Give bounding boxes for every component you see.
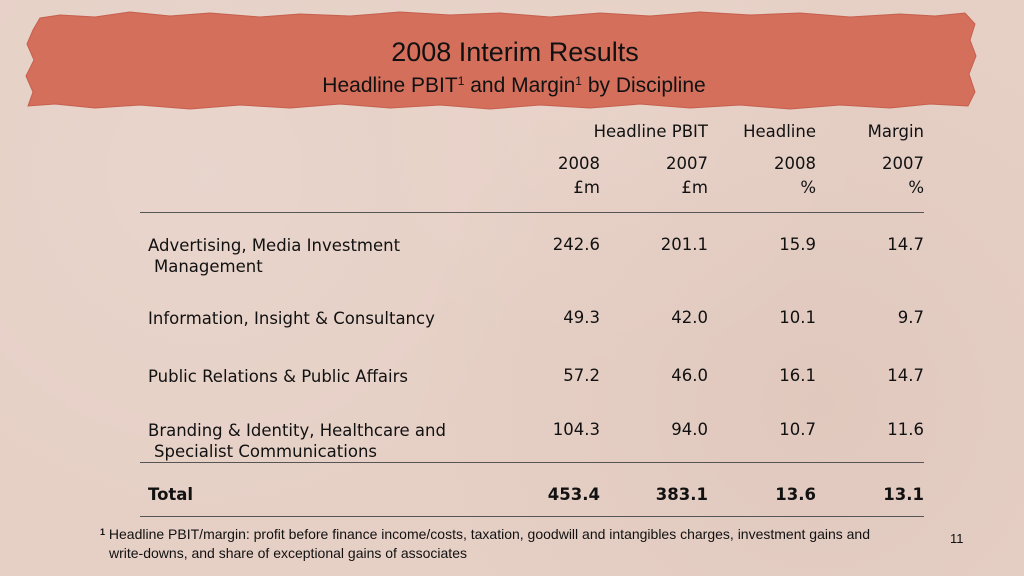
superscript-marker: 1 <box>457 74 465 88</box>
unit-header-row: £m £m % % <box>140 178 924 213</box>
label-line: Management <box>154 256 263 276</box>
value-cell: 10.7 <box>708 398 816 463</box>
year-header: 2007 <box>882 154 924 173</box>
value-cell: 14.7 <box>887 366 924 385</box>
value-cell: 242.6 <box>552 234 600 254</box>
discipline-label: Public Relations & Public Affairs <box>140 342 500 398</box>
page-number: 11 <box>950 531 964 546</box>
value-cell: 201.1 <box>660 234 708 254</box>
value-cell: 14.7 <box>887 234 924 254</box>
discipline-label: Information, Insight & Consultancy <box>140 286 500 342</box>
footnote-line: write-downs, and share of exceptional ga… <box>109 544 467 561</box>
column-group-header-row: Headline PBIT Headline Margin <box>140 112 924 150</box>
footnote-line: Headline PBIT/margin: profit before fina… <box>108 526 870 542</box>
total-row: Total 453.4 383.1 13.6 13.1 <box>140 462 924 517</box>
label-line: Specialist Communications <box>154 442 377 461</box>
value-cell: 49.3 <box>563 308 600 327</box>
footnote: 1 Headline PBIT/margin: profit before fi… <box>100 523 940 562</box>
table-row: Branding & Identity, Healthcare and Speci… <box>140 398 924 463</box>
subtitle-part: and Margin <box>464 74 576 97</box>
total-value-cell: 383.1 <box>600 462 708 517</box>
subtitle-part: by Discipline <box>581 74 706 97</box>
unit-header: £m <box>600 178 708 213</box>
year-header: 2007 <box>666 154 708 173</box>
group-header-margin-a: Headline <box>743 122 816 141</box>
label-line: Advertising, Media Investment <box>148 235 401 255</box>
superscript-marker: 1 <box>575 74 582 88</box>
group-header-margin-b: Margin <box>867 122 924 141</box>
value-cell: 11.6 <box>816 398 924 463</box>
label-line: Information, Insight & Consultancy <box>148 309 435 328</box>
unit-header: % <box>816 178 924 213</box>
results-table: Headline PBIT Headline Margin 2008 2007 … <box>140 112 924 517</box>
torn-paper-shape <box>25 11 977 110</box>
value-cell: 15.9 <box>779 234 816 254</box>
value-cell: 57.2 <box>563 366 600 385</box>
total-value-cell: 13.1 <box>816 462 924 517</box>
subtitle-part: Headline PBIT <box>322 74 458 97</box>
footnote-marker: 1 <box>100 527 106 537</box>
label-line: Public Relations & Public Affairs <box>148 367 409 386</box>
total-value-cell: 13.6 <box>708 462 816 517</box>
year-header-row: 2008 2007 2008 2007 <box>140 150 924 178</box>
value-cell: 42.0 <box>671 308 708 327</box>
total-label: Total <box>140 462 500 517</box>
table-row: Public Relations & Public Affairs 57.2 4… <box>140 342 924 398</box>
title-banner <box>25 11 977 110</box>
group-header-pbit: Headline PBIT <box>593 122 708 141</box>
title-block: 2008 Interim Results Headline PBIT1 and … <box>0 36 1024 99</box>
total-value-cell: 453.4 <box>500 462 600 517</box>
value-cell: 9.7 <box>897 308 924 327</box>
discipline-label: Branding & Identity, Healthcare and Speci… <box>140 398 500 463</box>
value-cell: 16.1 <box>779 366 816 385</box>
discipline-label: Advertising, Media Investment Management <box>140 212 500 286</box>
slide-subtitle: Headline PBIT1 and Margin1 by Discipline <box>4 68 1024 99</box>
year-header: 2008 <box>558 154 600 173</box>
value-cell: 94.0 <box>600 398 708 463</box>
unit-header: % <box>708 178 816 213</box>
unit-header: £m <box>500 178 600 213</box>
label-line: Branding & Identity, Healthcare and <box>148 421 446 440</box>
value-cell: 10.1 <box>779 308 816 327</box>
value-cell: 46.0 <box>671 366 708 385</box>
value-cell: 104.3 <box>500 398 600 463</box>
table-row: Information, Insight & Consultancy 49.3 … <box>140 286 924 342</box>
year-header: 2008 <box>774 154 816 173</box>
slide-title: 2008 Interim Results <box>391 37 639 67</box>
table-row: Advertising, Media Investment Management … <box>140 212 924 286</box>
